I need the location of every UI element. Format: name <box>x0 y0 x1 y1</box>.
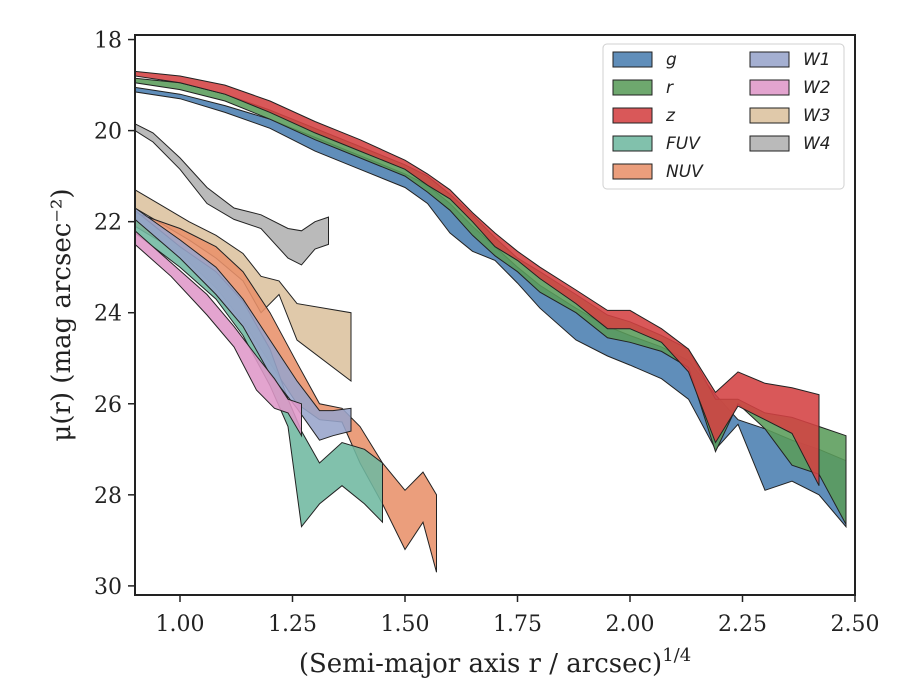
x-tick-label: 1.00 <box>156 612 205 637</box>
legend-label-z: z <box>665 106 676 126</box>
legend-label-w3: W3 <box>803 106 831 126</box>
legend-swatch-fuv <box>612 135 653 152</box>
y-tick-label: 18 <box>94 29 122 54</box>
band-w1 <box>134 207 352 441</box>
x-tick-label: 1.50 <box>381 612 430 637</box>
x-tick-label: 2.25 <box>718 612 767 637</box>
series-bands <box>134 70 847 573</box>
x-tick-label: 1.25 <box>268 612 317 637</box>
legend-label-nuv: NUV <box>666 162 704 182</box>
y-tick-label: 28 <box>94 484 122 509</box>
y-axis-ticks: 18 20 22 24 26 28 30 <box>94 29 135 600</box>
y-tick-label: 26 <box>94 393 122 418</box>
legend-swatch-z <box>612 107 653 124</box>
legend-label-w1: W1 <box>803 50 831 70</box>
legend-label-r: r <box>666 78 674 98</box>
legend-swatch-w3 <box>749 107 790 124</box>
legend-label-g: g <box>666 50 677 70</box>
band-w2 <box>134 229 302 438</box>
y-tick-label: 22 <box>94 211 122 236</box>
legend-swatch-w2 <box>749 79 790 96</box>
legend-swatch-g <box>612 51 653 68</box>
legend-label-fuv: FUV <box>666 134 701 154</box>
legend-swatch-w1 <box>749 51 790 68</box>
x-tick-label: 2.50 <box>831 612 880 637</box>
band-z <box>134 70 820 486</box>
y-tick-label: 20 <box>94 120 122 145</box>
x-tick-label: 2.00 <box>606 612 655 637</box>
legend-swatch-r <box>612 79 653 96</box>
x-axis-ticks: 1.00 1.25 1.50 1.75 2.00 2.25 2.50 <box>156 595 880 637</box>
legend-label-w2: W2 <box>803 78 831 98</box>
band-w4 <box>134 122 329 266</box>
y-tick-label: 24 <box>94 302 122 327</box>
x-tick-label: 1.75 <box>493 612 542 637</box>
legend-swatch-w4 <box>749 135 790 152</box>
x-axis-label: (Semi-major axis r / arcsec)1/4 <box>299 645 691 679</box>
plot-frame <box>134 34 856 596</box>
legend-label-w4: W4 <box>803 134 831 154</box>
legend-swatch-nuv <box>612 163 653 180</box>
y-axis-label: μ(r) (mag arcsec⁻²) <box>47 188 77 441</box>
y-tick-label: 30 <box>94 575 122 600</box>
legend: grz FUV NUV W1 W2 W3 W4 <box>602 43 845 190</box>
